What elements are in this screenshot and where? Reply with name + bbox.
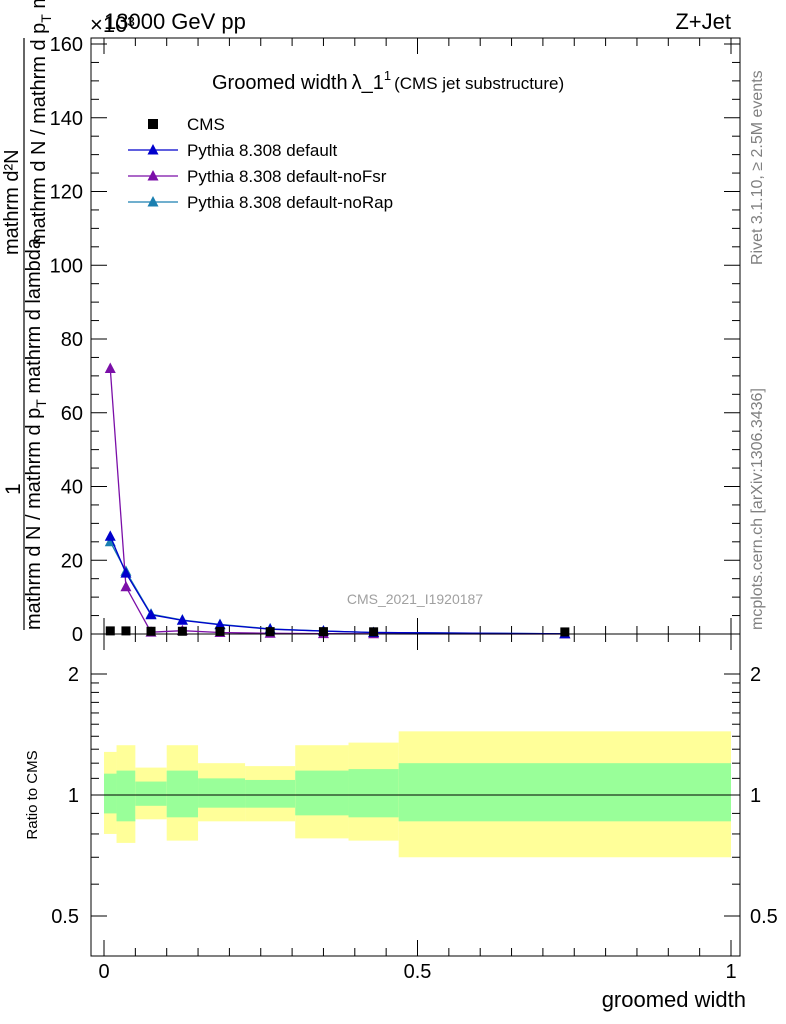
legend-label: Pythia 8.308 default-noRap <box>187 193 393 212</box>
ratio-band-inner <box>295 770 349 816</box>
series-default <box>104 530 571 639</box>
legend-entry-noFsr: Pythia 8.308 default-noFsr <box>128 167 387 186</box>
ratio-band-inner <box>104 773 117 814</box>
legend-label: Pythia 8.308 default <box>187 141 338 160</box>
data-point-triangle <box>147 144 159 155</box>
ratio-y-axis-label: Ratio to CMS <box>24 750 41 839</box>
legend-label: CMS <box>187 115 225 134</box>
mcplots-label: mcplots.cern.ch [arXiv:1306.3436] <box>749 388 766 630</box>
data-point-square <box>318 627 328 637</box>
ylabel-numerator-top: mathrm d²N <box>1 149 23 255</box>
ylabel-denominator: mathrm d N / mathrm d pT mathrm d lambda <box>28 0 54 245</box>
ratio-axis-ticks <box>91 634 740 956</box>
main-y-tick-label: 60 <box>61 403 83 425</box>
legend-entry-default: Pythia 8.308 default <box>128 141 338 160</box>
x-tick-label: 0 <box>98 961 109 983</box>
data-point-square <box>105 626 115 636</box>
data-point-triangle <box>176 614 188 625</box>
y-exponent: ×10³ <box>90 12 135 37</box>
chart-title: Groomed width λ_11 (CMS jet substructure) <box>212 68 564 94</box>
data-point-triangle <box>104 530 116 541</box>
data-point-triangle <box>145 608 157 620</box>
data-point-square <box>148 119 158 129</box>
ratio-band-inner <box>166 770 199 818</box>
ratio-y-tick-labels: 0.5 0.5 1 1 2 2 <box>51 664 778 928</box>
main-y-tick-label: 140 <box>50 108 83 130</box>
ratio-y-tick-label: 0.5 <box>51 906 79 928</box>
series-noFsr <box>104 362 571 639</box>
data-point-triangle <box>120 580 132 592</box>
x-axis-label: groomed width <box>602 987 746 1012</box>
data-point-triangle <box>104 362 116 373</box>
main-y-axis-label: 1 mathrm d N / mathrm d pT mathrm d lamb… <box>1 0 54 630</box>
data-point-triangle <box>120 567 132 578</box>
series-noRap <box>104 535 571 639</box>
ratio-bands <box>104 731 731 858</box>
series-line-default <box>109 536 565 635</box>
x-tick-label: 0.5 <box>404 961 432 983</box>
data-point-square <box>265 627 275 637</box>
x-tick-labels: 0 0.5 1 <box>98 961 736 983</box>
main-y-tick-label: 120 <box>50 182 83 204</box>
ratio-y-tick-label-right: 2 <box>750 664 761 686</box>
ratio-band-inner <box>116 770 136 822</box>
main-y-tick-label: 40 <box>61 477 83 499</box>
data-point-square <box>215 626 225 636</box>
main-y-tick-label: 20 <box>61 550 83 572</box>
ratio-band-inner <box>198 778 246 808</box>
analysis-watermark: CMS_2021_I1920187 <box>347 591 483 607</box>
main-axis-ticks <box>91 38 740 635</box>
ratio-y-tick-label-right: 0.5 <box>750 906 778 928</box>
ratio-band-inner <box>398 763 731 822</box>
main-y-tick-labels: 0 20 40 60 80 100 120 140 160 <box>50 34 83 646</box>
data-point-triangle <box>147 170 159 181</box>
process-label: Z+Jet <box>675 9 731 34</box>
data-point-square <box>121 626 131 636</box>
data-point-square <box>369 627 379 637</box>
main-y-tick-label: 100 <box>50 255 83 277</box>
data-point-triangle <box>147 196 159 207</box>
ratio-band-inner <box>348 769 399 818</box>
main-y-tick-label: 80 <box>61 329 83 351</box>
ratio-y-tick-label-right: 1 <box>750 785 761 807</box>
ratio-y-tick-label: 2 <box>68 664 79 686</box>
legend-entry-cms: CMS <box>148 115 225 134</box>
legend-label: Pythia 8.308 default-noFsr <box>187 167 387 186</box>
series-cms <box>105 626 570 637</box>
ratio-band-inner <box>135 781 167 806</box>
legend-entry-noRap: Pythia 8.308 default-noRap <box>128 193 393 212</box>
main-y-tick-label: 0 <box>72 624 83 646</box>
x-tick-label: 1 <box>725 961 736 983</box>
main-y-tick-label: 160 <box>50 34 83 56</box>
beam-energy-label: 13000 GeV pp <box>104 9 246 34</box>
data-point-triangle <box>214 618 226 630</box>
data-point-square <box>177 626 187 636</box>
data-point-square <box>146 626 156 636</box>
data-point-square <box>560 627 570 637</box>
series-layer <box>104 362 571 639</box>
series-line-noFsr <box>109 368 565 635</box>
ratio-band-inner <box>245 779 296 808</box>
ylabel-numerator: mathrm d N / mathrm d pT mathrm d lambda <box>23 237 49 630</box>
ylabel-one: 1 <box>2 483 25 495</box>
ratio-y-tick-label: 1 <box>68 785 79 807</box>
legend: CMS Pythia 8.308 default Pythia 8.308 defa… <box>128 115 393 212</box>
rivet-version-label: Rivet 3.1.10, ≥ 2.5M events <box>749 70 766 265</box>
